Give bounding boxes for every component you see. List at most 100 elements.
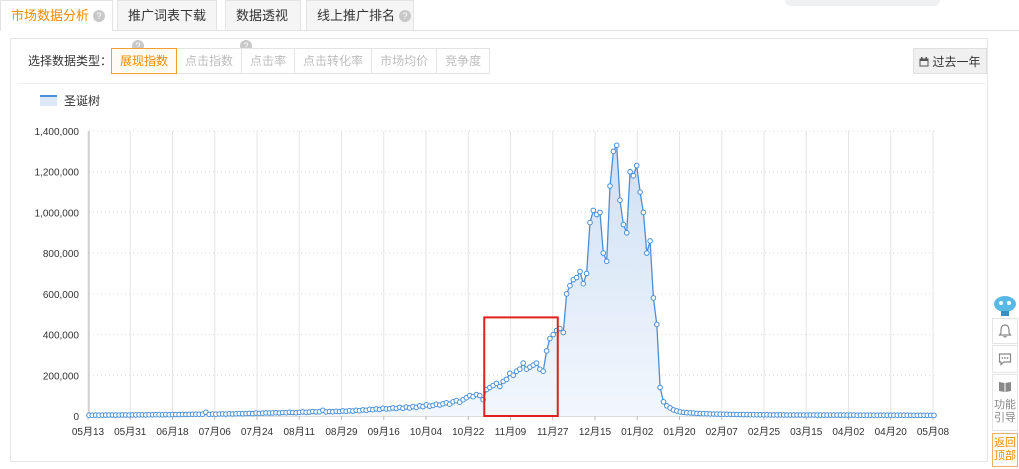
bell-icon bbox=[998, 324, 1012, 338]
data-point[interactable] bbox=[550, 331, 557, 338]
notification-button[interactable] bbox=[992, 318, 1018, 344]
data-point[interactable] bbox=[583, 270, 590, 277]
y-tick-label: 0 bbox=[73, 412, 79, 423]
data-type-selector: 展现指数 点击指数 点击率 点击转化率 市场均价 竞争度 bbox=[111, 48, 491, 74]
y-tick-label: 200,000 bbox=[43, 371, 80, 382]
mascot-icon[interactable] bbox=[992, 295, 1018, 317]
data-point[interactable] bbox=[623, 230, 630, 236]
data-point[interactable] bbox=[607, 183, 613, 189]
data-type-click-index[interactable]: 点击指数 bbox=[177, 48, 243, 74]
y-tick-label: 400,000 bbox=[43, 331, 80, 342]
chart-panel bbox=[10, 38, 988, 462]
x-tick-label: 02月25 bbox=[748, 426, 781, 438]
divider bbox=[18, 83, 986, 84]
data-point[interactable] bbox=[603, 258, 610, 265]
data-type-label: 选择数据类型： bbox=[28, 54, 113, 68]
legend-label: 圣诞树 bbox=[64, 94, 101, 108]
tab-market-analysis[interactable]: 市场数据分析? bbox=[0, 0, 113, 31]
x-tick-label: 07月06 bbox=[199, 426, 232, 438]
book-icon bbox=[999, 382, 1011, 392]
data-point[interactable] bbox=[640, 209, 647, 216]
help-icon[interactable]: ? bbox=[93, 10, 106, 22]
x-tick-label: 06月18 bbox=[156, 426, 189, 438]
tab-label: 数据透视 bbox=[236, 8, 289, 23]
x-tick-label: 03月15 bbox=[790, 426, 823, 438]
data-point[interactable] bbox=[580, 280, 587, 287]
x-tick-label: 02月07 bbox=[706, 426, 739, 438]
y-tick-label: 1,200,000 bbox=[35, 168, 80, 179]
data-point[interactable] bbox=[547, 335, 553, 342]
data-point[interactable] bbox=[590, 207, 597, 214]
data-point[interactable] bbox=[613, 142, 620, 149]
data-point[interactable] bbox=[637, 189, 643, 195]
x-tick-label: 01月20 bbox=[663, 426, 696, 438]
data-point[interactable] bbox=[597, 209, 603, 216]
data-point[interactable] bbox=[630, 173, 637, 179]
data-point[interactable] bbox=[627, 168, 633, 175]
data-point[interactable] bbox=[617, 197, 623, 203]
highlight-box bbox=[483, 316, 559, 417]
data-point[interactable] bbox=[600, 250, 607, 256]
y-tick-label: 1,400,000 bbox=[35, 127, 80, 138]
x-tick-label: 01月02 bbox=[621, 426, 654, 438]
help-icon[interactable]: ? bbox=[399, 10, 412, 22]
x-tick-label: 05月31 bbox=[114, 426, 147, 438]
tab-keyword-download[interactable]: 推广词表下载? bbox=[117, 0, 217, 52]
y-tick-label: 800,000 bbox=[43, 249, 80, 260]
x-tick-label: 04月02 bbox=[832, 426, 865, 438]
chat-icon bbox=[998, 353, 1012, 366]
y-tick-label: 600,000 bbox=[43, 290, 80, 301]
tab-label: 市场数据分析 bbox=[11, 8, 90, 23]
data-type-ctr[interactable]: 点击率 bbox=[242, 48, 296, 74]
tab-label: 线上推广排名 bbox=[317, 8, 396, 23]
data-point[interactable] bbox=[931, 412, 937, 419]
date-range-button[interactable]: 过去一年 bbox=[913, 48, 987, 74]
data-point[interactable] bbox=[567, 282, 573, 289]
date-range-label: 过去一年 bbox=[932, 55, 981, 69]
data-point[interactable] bbox=[503, 376, 510, 383]
data-point[interactable] bbox=[520, 360, 527, 366]
data-point[interactable] bbox=[497, 383, 503, 390]
data-point[interactable] bbox=[493, 380, 500, 387]
data-point[interactable] bbox=[517, 366, 523, 373]
tab-online-ranking[interactable]: 线上推广排名? bbox=[306, 0, 414, 30]
feedback-button[interactable] bbox=[992, 345, 1018, 373]
data-type-competition[interactable]: 竞争度 bbox=[437, 48, 491, 74]
x-tick-label: 04月20 bbox=[875, 426, 908, 438]
x-tick-label: 10月22 bbox=[452, 426, 485, 438]
data-point[interactable] bbox=[644, 250, 650, 256]
calendar-icon bbox=[919, 57, 929, 67]
data-type-avg-price[interactable]: 市场均价 bbox=[372, 48, 438, 74]
legend-swatch bbox=[40, 95, 57, 106]
data-point[interactable] bbox=[610, 148, 617, 155]
data-point[interactable] bbox=[620, 221, 627, 228]
x-tick-label: 12月15 bbox=[579, 426, 612, 438]
x-tick-label: 10月04 bbox=[410, 426, 443, 438]
feature-guide-label: 功能引导 bbox=[994, 399, 1016, 424]
tab-label: 推广词表下载 bbox=[128, 8, 207, 23]
data-point[interactable] bbox=[633, 162, 640, 169]
data-type-conversion[interactable]: 点击转化率 bbox=[295, 48, 373, 74]
data-point[interactable] bbox=[573, 274, 580, 281]
back-to-top-button[interactable]: 返回顶部 bbox=[992, 433, 1018, 467]
header-decoration bbox=[785, 0, 940, 6]
data-point[interactable] bbox=[540, 368, 547, 375]
data-point[interactable] bbox=[657, 384, 663, 391]
data-point[interactable] bbox=[543, 348, 550, 354]
data-type-impression[interactable]: 展现指数 bbox=[111, 48, 178, 74]
x-tick-label: 05月13 bbox=[72, 426, 105, 438]
feature-guide-button[interactable]: 功能引导 bbox=[992, 374, 1018, 431]
data-point[interactable] bbox=[577, 268, 583, 275]
data-point[interactable] bbox=[587, 219, 593, 226]
data-point[interactable] bbox=[533, 360, 540, 366]
data-point[interactable] bbox=[477, 392, 483, 399]
tab-data-pivot[interactable]: 数据透视? bbox=[225, 0, 301, 52]
data-point[interactable] bbox=[563, 291, 570, 297]
data-point[interactable] bbox=[560, 329, 567, 336]
data-point[interactable] bbox=[647, 238, 653, 244]
data-point[interactable] bbox=[650, 295, 657, 301]
data-point[interactable] bbox=[510, 372, 517, 379]
data-point[interactable] bbox=[654, 321, 660, 328]
data-point[interactable] bbox=[660, 399, 667, 405]
y-tick-label: 1,000,000 bbox=[35, 208, 80, 219]
